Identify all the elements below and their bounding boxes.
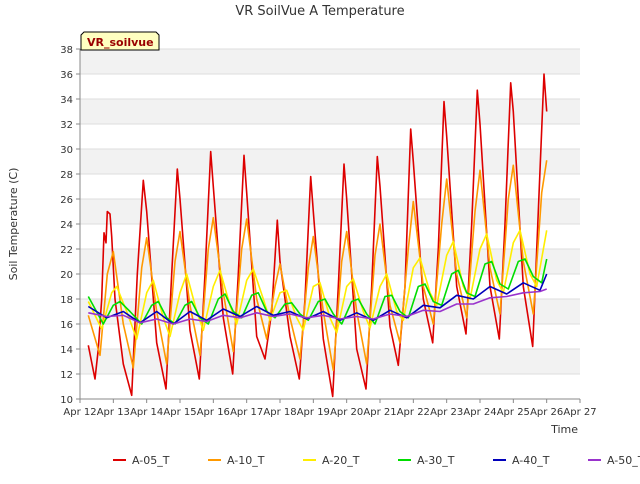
x-tick-label: Apr 19 <box>297 407 330 418</box>
legend-label-A-30_T: A-30_T <box>417 454 455 467</box>
legend-label-A-05_T: A-05_T <box>132 454 170 467</box>
x-tick-label: Apr 20 <box>330 407 363 418</box>
x-tick-label: Apr 17 <box>230 407 263 418</box>
y-tick-label: 32 <box>60 120 73 131</box>
y-tick-label: 22 <box>60 245 73 256</box>
x-tick-label: Apr 24 <box>463 407 496 418</box>
plot-band <box>80 224 580 249</box>
y-tick-label: 34 <box>60 95 73 106</box>
x-tick-label: Apr 14 <box>130 407 163 418</box>
y-tick-label: 14 <box>60 345 73 356</box>
x-tick-label: Apr 13 <box>97 407 130 418</box>
legend-label-A-20_T: A-20_T <box>322 454 360 467</box>
legend-label-A-50_T: A-50_T <box>607 454 640 467</box>
x-tick-label: Apr 16 <box>197 407 230 418</box>
y-tick-label: 24 <box>60 220 73 231</box>
plot-band <box>80 174 580 199</box>
y-tick-label: 18 <box>60 295 73 306</box>
series-line-A-50_T <box>88 288 547 325</box>
series-line-A-40_T <box>87 273 548 325</box>
y-tick-label: 26 <box>60 195 73 206</box>
annotation-text: VR_soilvue <box>87 36 154 49</box>
y-tick-label: 12 <box>60 370 73 381</box>
series-layer <box>87 73 548 398</box>
y-tick-label: 28 <box>60 170 73 181</box>
x-axis-label: Time <box>550 423 578 436</box>
x-tick-label: Apr 15 <box>163 407 196 418</box>
y-tick-label: 20 <box>60 270 73 281</box>
y-tick-label: 10 <box>60 395 73 406</box>
legend: A-05_T A-10_T A-20_T A-30_T A-40_T A-50_T <box>113 454 640 467</box>
y-axis-label: Soil Temperature (C) <box>7 168 20 281</box>
y-tick-label: 36 <box>60 70 73 81</box>
x-tick-label: Apr 23 <box>430 407 463 418</box>
chart-title: VR SoilVue A Temperature <box>235 4 404 19</box>
plot-band <box>80 124 580 149</box>
x-tick-label: Apr 12 <box>63 407 96 418</box>
plot-band <box>80 199 580 224</box>
y-tick-label: 30 <box>60 145 73 156</box>
plot-band <box>80 149 580 174</box>
annotation-shape <box>80 31 160 51</box>
plot-background <box>80 49 580 399</box>
x-tick-label: Apr 27 <box>563 407 596 418</box>
plot-band <box>80 74 580 99</box>
plot-band <box>80 249 580 274</box>
x-tick-label: Apr 21 <box>363 407 396 418</box>
y-tick-label: 38 <box>60 45 73 56</box>
x-tick-label: Apr 22 <box>397 407 430 418</box>
x-tick-label: Apr 25 <box>497 407 530 418</box>
series-line-A-10_T <box>87 160 548 372</box>
annotation-box: VR_soilvue <box>80 31 160 51</box>
plot-band <box>80 99 580 124</box>
plot-band <box>80 49 580 74</box>
x-tick-label: Apr 18 <box>263 407 296 418</box>
x-tick-label: Apr 26 <box>530 407 563 418</box>
y-tick-label: 16 <box>60 320 73 331</box>
legend-label-A-40_T: A-40_T <box>512 454 550 467</box>
legend-label-A-10_T: A-10_T <box>227 454 265 467</box>
